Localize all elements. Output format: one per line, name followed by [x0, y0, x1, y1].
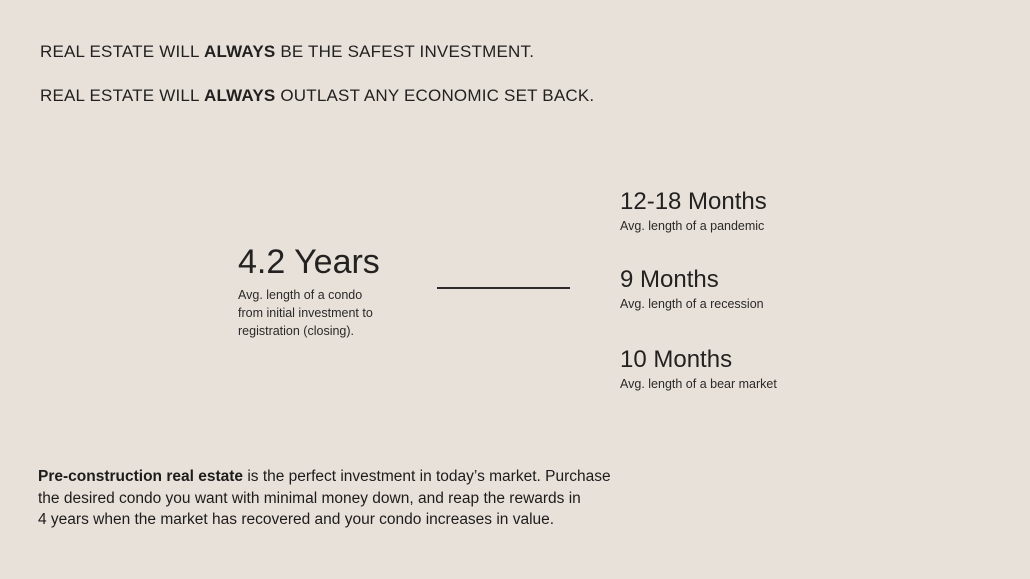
stat-bear-market-caption: Avg. length of a bear market [620, 377, 777, 391]
footer-line-2: the desired condo you want with minimal … [38, 489, 581, 507]
headline-2-post: OUTLAST ANY ECONOMIC SET BACK. [275, 86, 595, 105]
headline-outlast-setback: REAL ESTATE WILL ALWAYS OUTLAST ANY ECON… [40, 86, 594, 106]
stat-pandemic-caption: Avg. length of a pandemic [620, 219, 765, 233]
footer-line-1-rest: is the perfect investment in today’s mar… [243, 468, 611, 485]
headline-2-bold: ALWAYS [204, 86, 276, 105]
comparison-divider-line [437, 287, 570, 289]
stat-condo-length-value: 4.2 Years [238, 243, 380, 281]
stat-pandemic: 12-18 Months Avg. length of a pandemic [620, 188, 767, 234]
stat-condo-caption-line-2: from initial investment to [238, 306, 373, 320]
stat-recession-value: 9 Months [620, 266, 719, 293]
footer-line-1: Pre-construction real estate is the perf… [38, 466, 611, 488]
stat-recession: 9 Months Avg. length of a recession [620, 266, 764, 312]
headline-safest-investment: REAL ESTATE WILL ALWAYS BE THE SAFEST IN… [40, 42, 534, 62]
headline-1-post: BE THE SAFEST INVESTMENT. [275, 42, 535, 61]
headline-2-pre: REAL ESTATE WILL [40, 86, 204, 105]
stat-condo-caption-line-3: registration (closing). [238, 324, 355, 338]
footer-line-3: 4 years when the market has recovered an… [38, 511, 555, 528]
stat-condo-length-caption: Avg. length of a condo from initial inve… [238, 286, 380, 340]
stat-bear-market-value: 10 Months [620, 346, 733, 373]
headline-1-bold: ALWAYS [204, 42, 276, 61]
stat-recession-caption: Avg. length of a recession [620, 297, 764, 311]
headline-1-pre: REAL ESTATE WILL [40, 42, 204, 61]
stat-pandemic-value: 12-18 Months [620, 188, 767, 215]
stat-condo-length: 4.2 Years Avg. length of a condo from in… [238, 243, 380, 340]
stat-bear-market: 10 Months Avg. length of a bear market [620, 346, 777, 392]
footer-paragraph: Pre-construction real estate is the perf… [38, 466, 611, 531]
stat-condo-caption-line-1: Avg. length of a condo [238, 288, 363, 302]
footer-line-1-bold: Pre-construction real estate [38, 468, 244, 485]
